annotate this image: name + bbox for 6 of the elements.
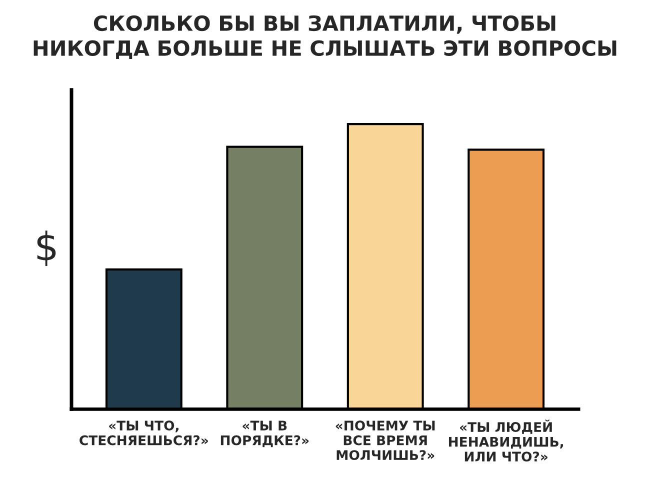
x-tick-label: «ТЫ ЛЮДЕЙ НЕНАВИДИШЬ, ИЛИ ЧТО?» — [449, 420, 564, 462]
x-tick-label: «ПОЧЕМУ ТЫ ВСЕ ВРЕМЯ МОЛЧИШЬ?» — [336, 420, 435, 460]
x-tick-label: «ТЫ ЧТО, СТЕСНЯЕШЬСЯ?» — [80, 420, 208, 446]
y-axis-title: $ — [37, 230, 56, 266]
chart-title: СКОЛЬКО БЫ ВЫ ЗАПЛАТИЛИ, ЧТОБЫ НИКОГДА БОЛЬШЕ НЕ СЛЫШАТЬ ЭТИ ВОПРОСЫ — [34, 15, 616, 59]
x-tick-label: «ТЫ В ПОРЯДКЕ?» — [220, 420, 309, 448]
